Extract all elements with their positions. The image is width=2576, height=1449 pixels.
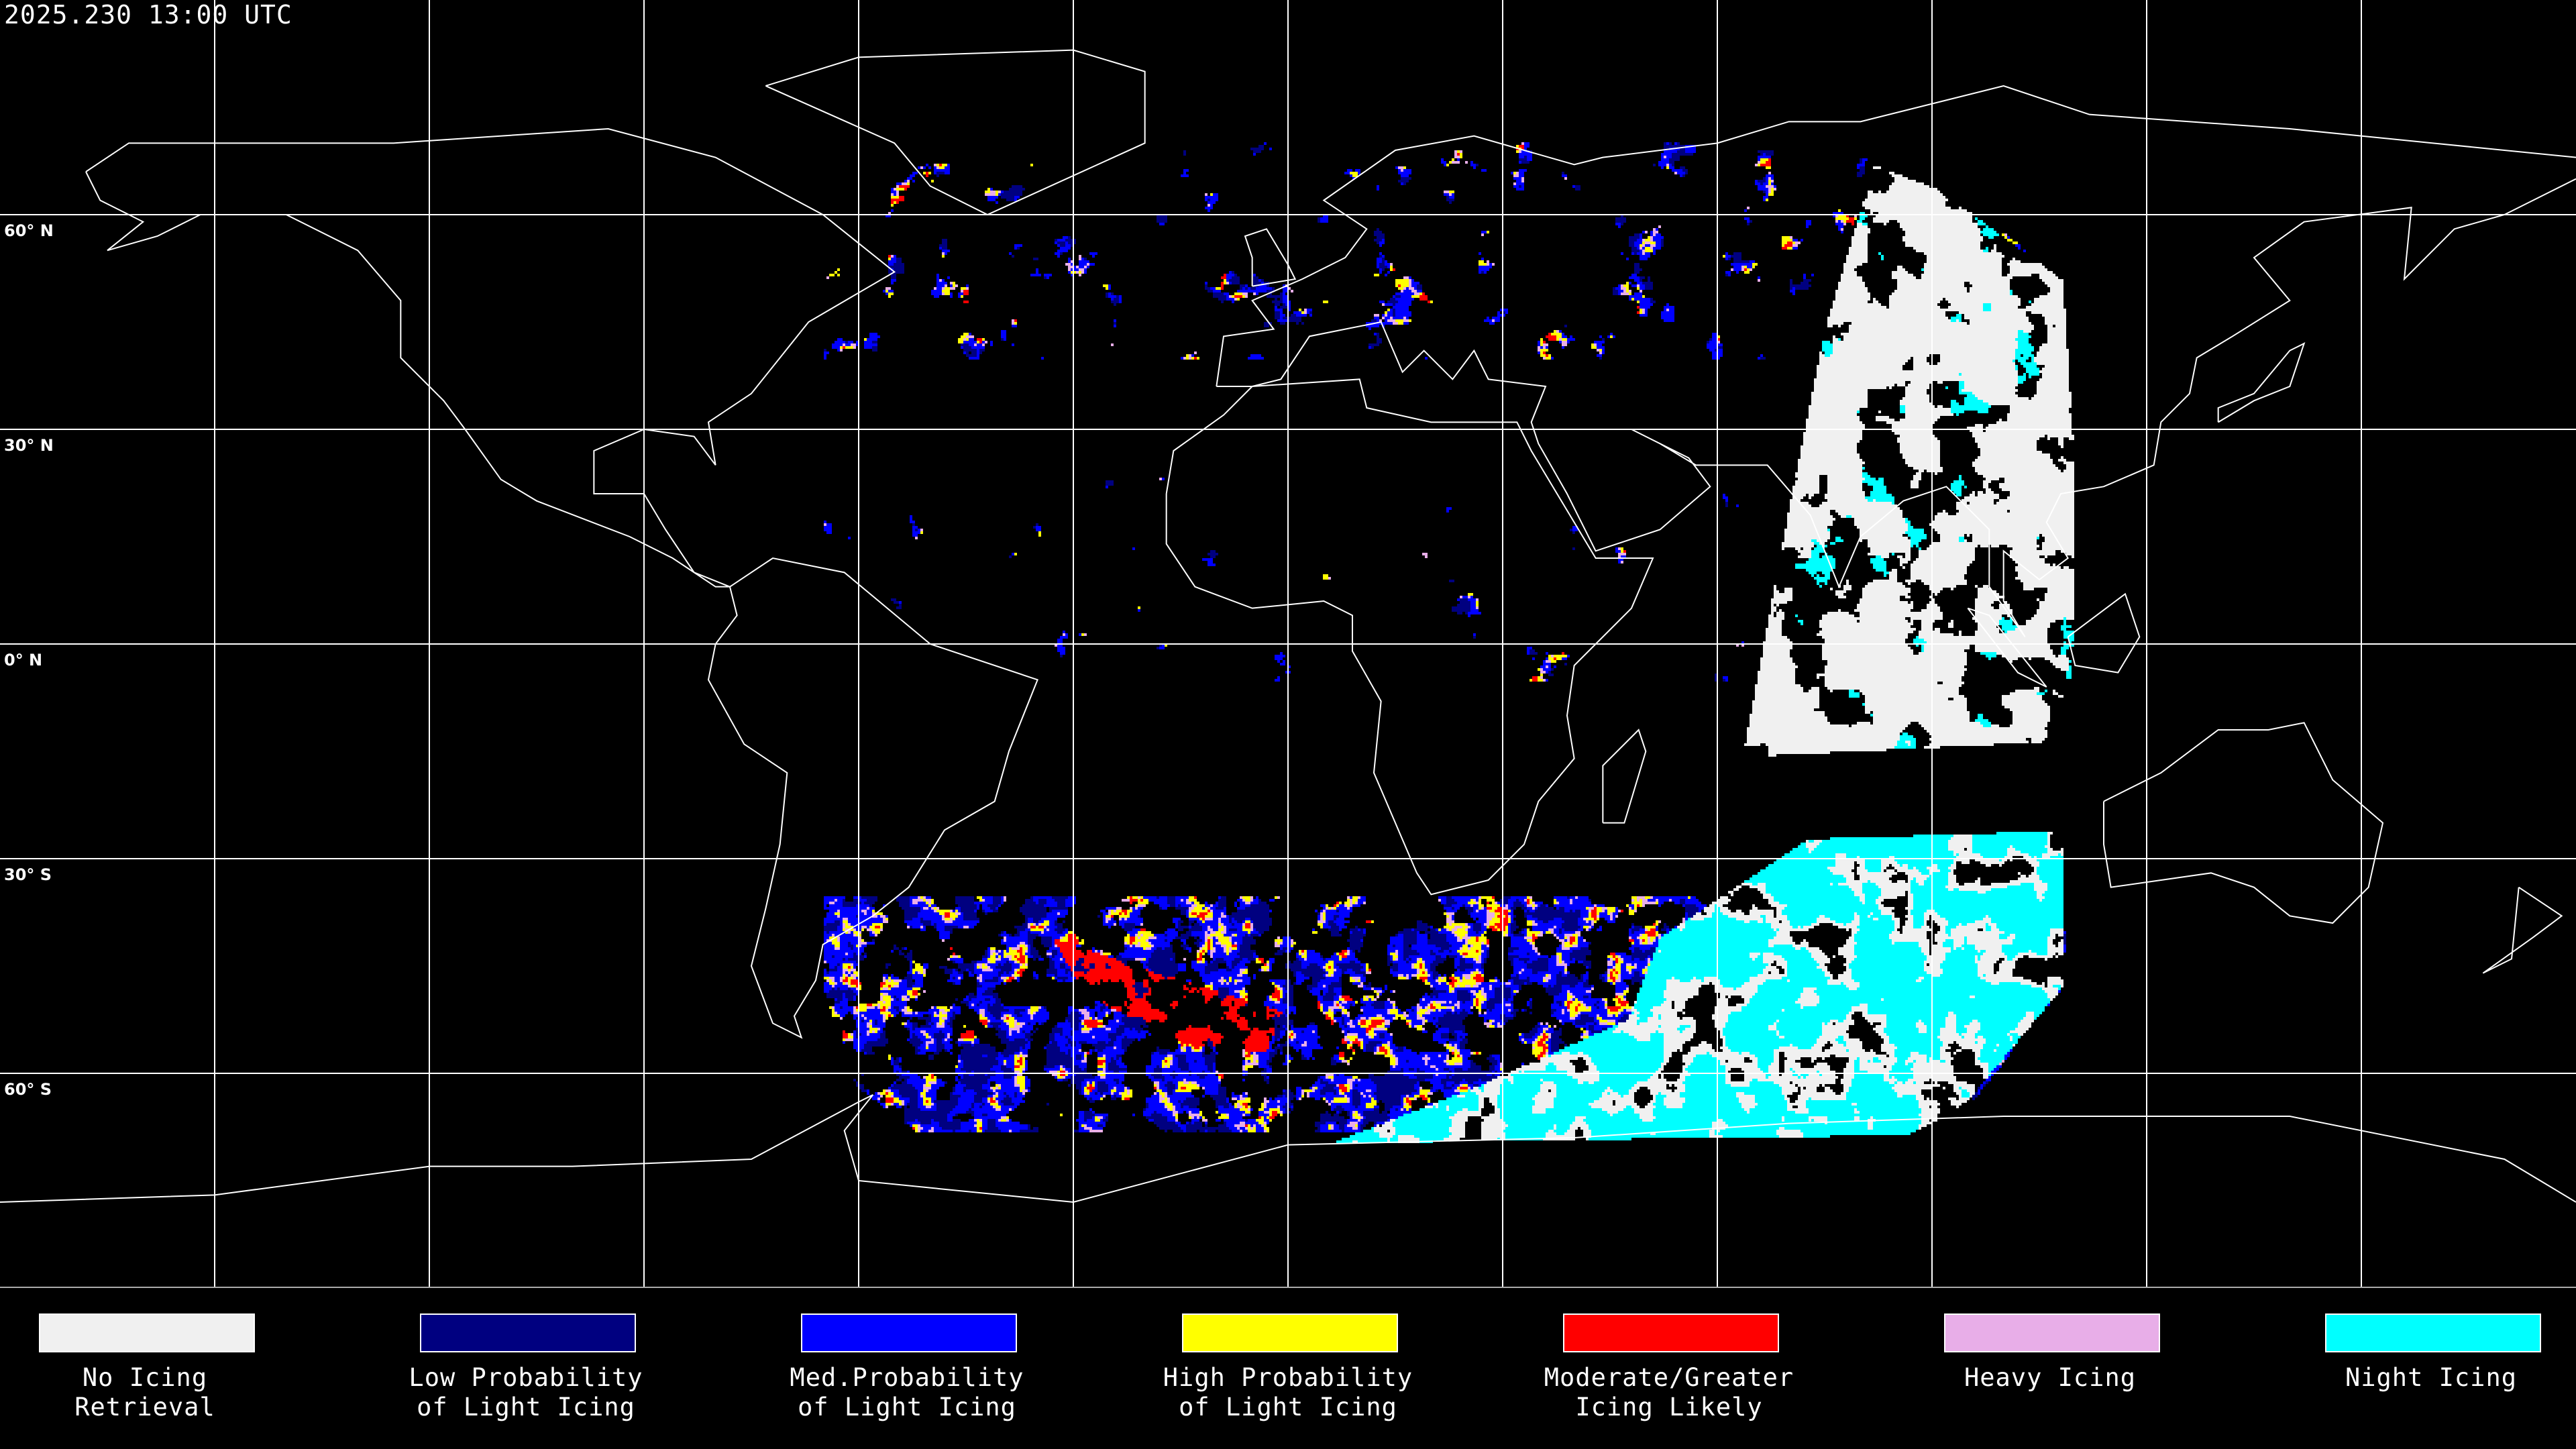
- coastline: [1602, 729, 1647, 824]
- coastline: [2103, 722, 2384, 924]
- legend-label: No Icing Retrieval: [74, 1363, 215, 1421]
- legend-swatch: [1563, 1313, 1779, 1352]
- coastline: [1244, 228, 1297, 287]
- legend-label: Heavy Icing: [1964, 1363, 2137, 1392]
- legend-label: Moderate/Greater Icing Likely: [1544, 1363, 1794, 1421]
- lat-label-60n: 60° N: [4, 221, 54, 240]
- coastline: [707, 557, 1038, 1039]
- coastline: [85, 127, 896, 588]
- map-overlay: [0, 0, 2576, 1288]
- legend-label: High Probability of Light Icing: [1163, 1363, 1413, 1421]
- coastline: [765, 49, 1146, 216]
- map-border: [0, 1287, 2576, 1288]
- lat-label-30s: 30° S: [4, 865, 52, 884]
- legend-label: Med.Probability of Light Icing: [790, 1363, 1024, 1421]
- coastline: [1216, 178, 2576, 637]
- timestamp-title: 2025.230 13:00 UTC: [4, 0, 292, 30]
- coastline: [1216, 85, 2576, 387]
- lat-label-0n: 0° N: [4, 651, 43, 669]
- coastline: [2217, 342, 2306, 423]
- coastline: [1967, 607, 2047, 688]
- icing-map: 60° N 30° N 0° N 30° S 60° S 2025.230 13…: [0, 0, 2576, 1288]
- coastline: [1165, 378, 1654, 896]
- legend-swatch: [1944, 1313, 2160, 1352]
- legend-swatch: [1182, 1313, 1398, 1352]
- legend-label: Low Probability of Light Icing: [409, 1363, 643, 1421]
- lat-label-30n: 30° N: [4, 436, 54, 455]
- coastline: [2067, 592, 2141, 674]
- lat-label-60s: 60° S: [4, 1080, 52, 1099]
- coastline: [2482, 886, 2563, 974]
- legend-swatch: [39, 1313, 255, 1352]
- legend-swatch: [2325, 1313, 2541, 1352]
- legend-label: Night Icing: [2345, 1363, 2518, 1392]
- legend-swatch: [801, 1313, 1017, 1352]
- legend-swatch: [420, 1313, 636, 1352]
- legend: No Icing Retrieval Low Probability of Li…: [0, 1288, 2576, 1449]
- lat-lon-grid: [0, 0, 2576, 1288]
